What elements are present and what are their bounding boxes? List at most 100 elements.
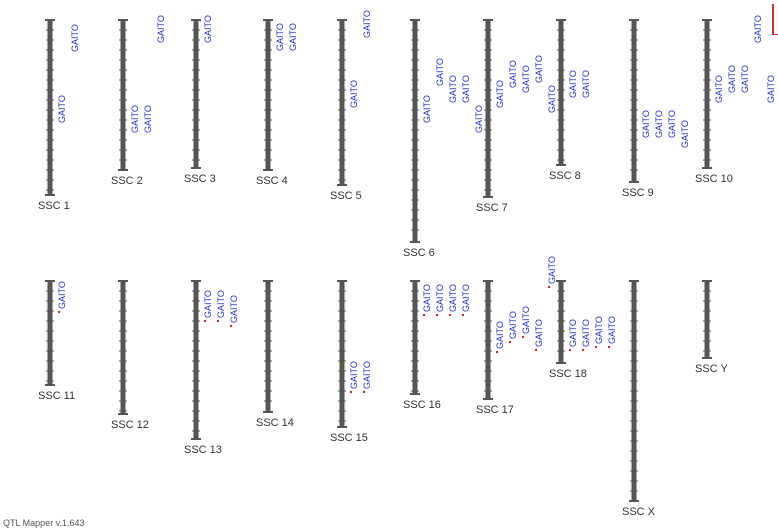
qtl-label: GAITO <box>607 316 617 344</box>
qtl-label: GAITO <box>534 319 544 347</box>
qtl-marker <box>548 286 550 288</box>
qtl-marker <box>535 349 537 351</box>
chromosome-label: SSC X <box>622 506 656 518</box>
qtl-label: GAITO <box>349 80 359 108</box>
qtl-marker <box>462 314 464 316</box>
qtl-label: GAITO <box>288 23 298 51</box>
chromosome-ssc-15: SSC 15 GAITO GAITO <box>330 280 372 444</box>
chromosome-label: SSC 3 <box>184 173 216 185</box>
qtl-marker <box>230 325 232 327</box>
chromosome-bar <box>485 20 491 197</box>
chromosome-label: SSC 12 <box>111 419 149 431</box>
qtl-label: GAITO <box>495 80 505 108</box>
qtl-label: GAITO <box>568 319 578 347</box>
qtl-label: GAITO <box>534 55 544 83</box>
qtl-label: GAITO <box>740 65 750 93</box>
chromosome-bar <box>47 20 53 195</box>
chromosome-bar <box>631 20 637 182</box>
qtl-label: GAITO <box>474 105 484 133</box>
chromosome-label: SSC 17 <box>476 404 514 416</box>
qtl-label: GAITO <box>461 75 471 103</box>
chromosome-label: SSC 9 <box>622 187 654 199</box>
chromosome-label: SSC 11 <box>38 390 75 402</box>
qtl-label: GAITO <box>435 58 445 86</box>
qtl-label: GAITO <box>57 95 67 123</box>
qtl-label: GAITO <box>594 316 604 344</box>
qtl-label: GAITO <box>156 15 166 43</box>
chromosome-ssc-1: SSC 1 GAITO GAITO <box>38 19 80 212</box>
chromosome-label: SSC 14 <box>256 417 294 429</box>
qtl-label: GAITO <box>753 15 763 43</box>
chromosome-label: SSC 10 <box>695 173 733 185</box>
qtl-marker <box>569 349 571 351</box>
qtl-label: GAITO <box>508 60 518 88</box>
qtl-label: GAITO <box>130 105 140 133</box>
qtl-label: GAITO <box>521 306 531 334</box>
qtl-label: GAITO <box>203 290 213 318</box>
qtl-label: GAITO <box>766 75 776 103</box>
qtl-marker <box>582 349 584 351</box>
chromosome-label: SSC 6 <box>403 247 435 259</box>
qtl-marker <box>509 341 511 343</box>
chromosome-bar <box>412 281 418 394</box>
chromosome-ssc-4: SSC 4 GAITO GAITO <box>256 19 298 187</box>
qtl-marker <box>595 346 597 348</box>
qtl-marker <box>423 314 425 316</box>
qtl-label: GAITO <box>641 110 651 138</box>
chromosome-bar <box>265 20 271 170</box>
qtl-marker <box>449 314 451 316</box>
qtl-label: GAITO <box>229 295 239 323</box>
qtl-marker <box>217 320 219 322</box>
qtl-label: GAITO <box>362 10 372 38</box>
qtl-label: GAITO <box>216 290 226 318</box>
qtl-label: GAITO <box>495 321 505 349</box>
chromosome-label: SSC 8 <box>549 170 581 182</box>
qtl-label: GAITO <box>435 284 445 312</box>
qtl-label: GAITO <box>521 65 531 93</box>
chromosome-bar <box>265 281 271 412</box>
chromosome-label: SSC 2 <box>111 175 143 187</box>
qtl-label: GAITO <box>70 24 80 52</box>
qtl-marker <box>436 314 438 316</box>
chromosome-bar <box>412 20 418 242</box>
chromosome-bar <box>120 281 126 414</box>
qtl-label: GAITO <box>568 70 578 98</box>
chromosome-bar <box>193 281 199 439</box>
qtl-marker <box>204 320 206 322</box>
clipped-marker-indicator <box>772 4 778 35</box>
qtl-marker <box>363 391 365 393</box>
chromosome-label: SSC 13 <box>184 444 222 456</box>
chromosome-bar <box>339 20 345 185</box>
app-version-footer: QTL Mapper v.1.643 <box>3 518 85 528</box>
qtl-label: GAITO <box>275 23 285 51</box>
qtl-label: GAITO <box>727 65 737 93</box>
chromosome-bar <box>704 20 710 168</box>
chromosome-ssc-x: SSC X <box>622 280 656 518</box>
qtl-label: GAITO <box>448 284 458 312</box>
chromosome-ssc-y: SSC Y <box>695 280 728 375</box>
chromosome-ssc-10: SSC 10GAITOGAITOGAITOGAITOGAITOGAITOGAIT… <box>695 15 776 185</box>
chromosome-label: SSC 5 <box>330 190 362 202</box>
chromosome-bar <box>704 281 710 358</box>
chromosome-label: SSC 7 <box>476 202 508 214</box>
chromosome-ssc-11: SSC 11 GAITO <box>38 280 75 402</box>
chromosome-label: SSC 1 <box>38 200 70 212</box>
qtl-label: GAITO <box>461 284 471 312</box>
qtl-label: GAITO <box>57 281 67 309</box>
chromosome-bar <box>120 20 126 170</box>
qtl-label: GAITO <box>654 110 664 138</box>
qtl-label: GAITO <box>362 361 372 389</box>
chromosome-label: SSC Y <box>695 363 728 375</box>
qtl-marker <box>496 351 498 353</box>
qtl-label: GAITO <box>448 75 458 103</box>
qtl-label: GAITO <box>680 120 690 148</box>
qtl-marker <box>58 311 60 313</box>
